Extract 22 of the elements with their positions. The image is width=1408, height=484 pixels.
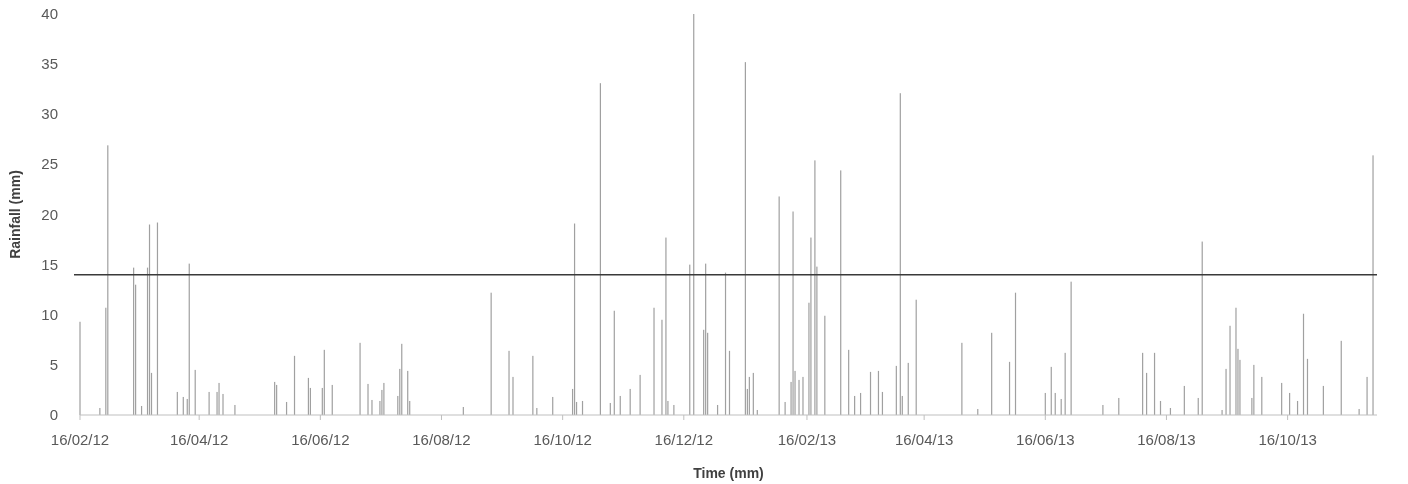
- y-tick-label: 35: [41, 55, 58, 73]
- x-tick-label: 16/06/12: [291, 431, 350, 448]
- y-tick-label: 30: [41, 105, 58, 123]
- y-tick-label: 0: [49, 406, 58, 423]
- x-tick-label: 16/08/12: [412, 431, 471, 448]
- x-tick-label: 16/12/12: [654, 431, 714, 448]
- y-tick-label: 20: [41, 205, 58, 223]
- x-tick-label: 16/02/13: [777, 431, 837, 448]
- y-tick-label: 25: [41, 155, 58, 173]
- y-axis-title: Rainfall (mm): [7, 170, 23, 259]
- x-axis-title: Time (mm): [693, 465, 764, 481]
- x-tick-label: 16/06/13: [1016, 431, 1075, 448]
- x-tick-label: 16/04/12: [169, 431, 229, 448]
- y-tick-label: 5: [49, 355, 58, 373]
- y-tick-label: 10: [41, 305, 58, 323]
- x-tick-label: 16/10/13: [1258, 431, 1317, 448]
- x-tick-label: 16/04/13: [894, 431, 954, 448]
- x-tick-label: 16/02/12: [50, 431, 110, 448]
- x-tick-label: 16/08/13: [1137, 431, 1196, 448]
- y-tick-label: 15: [41, 255, 58, 273]
- x-tick-label: 16/10/12: [533, 431, 592, 448]
- y-tick-label: 40: [41, 5, 58, 22]
